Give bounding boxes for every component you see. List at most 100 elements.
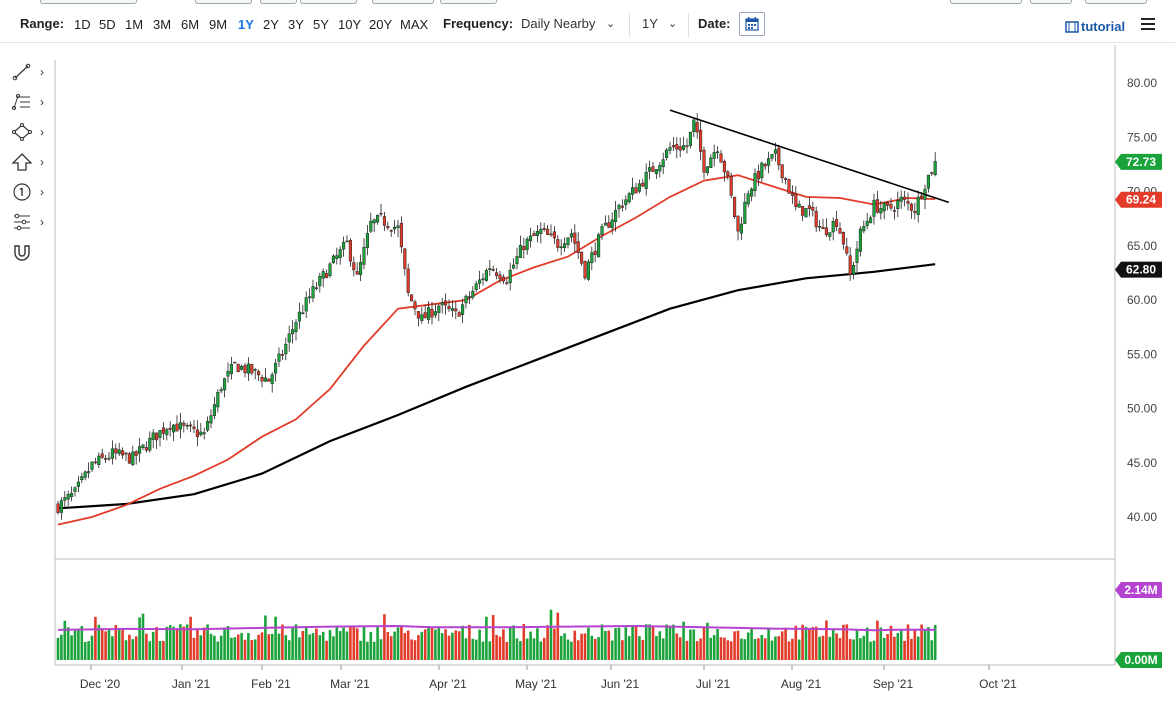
volume-bar — [644, 624, 648, 660]
range-10y[interactable]: 10Y — [338, 17, 362, 32]
candle — [930, 171, 934, 176]
settings-tool[interactable]: › — [8, 212, 52, 234]
volume-bar — [468, 624, 471, 660]
volume-bar — [848, 639, 852, 660]
candle — [59, 497, 63, 520]
top-tab[interactable] — [372, 0, 434, 4]
period-select[interactable]: 1Y — [642, 16, 658, 31]
top-tab[interactable] — [300, 0, 357, 4]
annotation-tool[interactable]: › — [8, 182, 52, 204]
volume-bar — [291, 628, 294, 660]
date-picker-button[interactable] — [739, 12, 765, 36]
candle — [617, 203, 621, 218]
chevron-down-icon[interactable]: ⌄ — [668, 18, 678, 30]
top-tab[interactable] — [440, 0, 497, 4]
volume-bar — [862, 635, 866, 660]
top-tab[interactable] — [950, 0, 1022, 4]
range-5y[interactable]: 5Y — [313, 17, 329, 32]
candle — [304, 291, 308, 319]
volume-bar — [485, 616, 488, 660]
range-1d[interactable]: 1D — [74, 17, 91, 32]
volume-bar — [264, 615, 267, 660]
range-1m[interactable]: 1M — [125, 17, 144, 32]
candle — [627, 191, 631, 204]
last-price-badge-text: 72.73 — [1126, 155, 1156, 169]
candle — [658, 161, 662, 178]
volume-bar — [128, 634, 131, 660]
chevron-right-icon: › — [40, 95, 44, 109]
candle — [100, 448, 104, 459]
range-6m[interactable]: 6M — [181, 17, 200, 32]
candle — [216, 389, 220, 413]
date-label: Date: — [698, 16, 731, 31]
range-3y[interactable]: 3Y — [288, 17, 304, 32]
range-5d[interactable]: 5D — [99, 17, 116, 32]
frequency-select[interactable]: Daily Nearby — [521, 16, 596, 31]
candle — [563, 237, 567, 252]
top-tab[interactable] — [1030, 0, 1072, 4]
candle — [501, 274, 505, 285]
candle — [185, 422, 189, 430]
top-tab[interactable] — [195, 0, 252, 4]
candle — [260, 374, 264, 388]
range-1y[interactable]: 1Y — [238, 17, 254, 32]
candle — [161, 422, 165, 441]
volume-bar — [328, 630, 332, 660]
range-9m[interactable]: 9M — [209, 17, 228, 32]
tutorial-link[interactable]: tutorial — [1081, 19, 1126, 34]
volume-bar — [423, 629, 427, 660]
candle — [372, 218, 376, 233]
candle — [899, 190, 903, 209]
candle — [440, 297, 444, 314]
top-tab[interactable] — [40, 0, 137, 4]
candle — [525, 236, 529, 255]
volume-bar — [155, 627, 158, 660]
range-3m[interactable]: 3M — [153, 17, 172, 32]
candle — [807, 196, 811, 217]
line-tool[interactable]: › — [8, 62, 52, 84]
candle — [362, 238, 366, 270]
volume-bar — [801, 624, 804, 660]
candle — [182, 420, 186, 433]
time-tick-label: Jan '21 — [172, 677, 211, 691]
volume-bar — [865, 627, 869, 660]
volume-bar — [740, 638, 743, 660]
range-20y[interactable]: 20Y — [369, 17, 393, 32]
volume-bar — [148, 641, 152, 660]
range-max[interactable]: MAX — [400, 17, 429, 32]
range-2y[interactable]: 2Y — [263, 17, 279, 32]
trendline[interactable] — [669, 109, 950, 204]
time-tick-label: May '21 — [515, 677, 557, 691]
fast-ma-badge: 69.24 — [1115, 191, 1162, 208]
candle — [736, 215, 740, 241]
candle — [471, 286, 475, 300]
arrow-tool[interactable]: › — [8, 152, 52, 174]
candle — [416, 311, 420, 327]
volume-bar — [141, 613, 145, 660]
candle — [457, 310, 461, 317]
candle — [855, 240, 859, 273]
volume-bar — [570, 641, 573, 660]
volume-bar — [226, 626, 230, 660]
candle — [148, 431, 152, 453]
candle — [263, 368, 267, 382]
top-tab[interactable] — [260, 0, 297, 4]
menu-icon[interactable] — [1141, 18, 1155, 32]
volume-bar — [784, 627, 787, 660]
volume-bar — [107, 629, 111, 660]
volume-bar — [189, 616, 192, 660]
top-tab[interactable] — [1085, 0, 1147, 4]
magnet-tool[interactable] — [8, 242, 52, 264]
candle — [518, 235, 522, 259]
chevron-down-icon[interactable]: ⌄ — [606, 18, 616, 30]
shapes-tool[interactable]: › — [8, 122, 52, 144]
volume-bar — [70, 635, 73, 660]
volume-bar — [808, 629, 811, 660]
candle — [107, 452, 111, 462]
candle — [787, 178, 791, 194]
candle — [253, 367, 257, 380]
candle — [692, 119, 696, 138]
volume-bar — [219, 635, 223, 660]
fibonacci-tool[interactable]: › — [8, 92, 52, 114]
